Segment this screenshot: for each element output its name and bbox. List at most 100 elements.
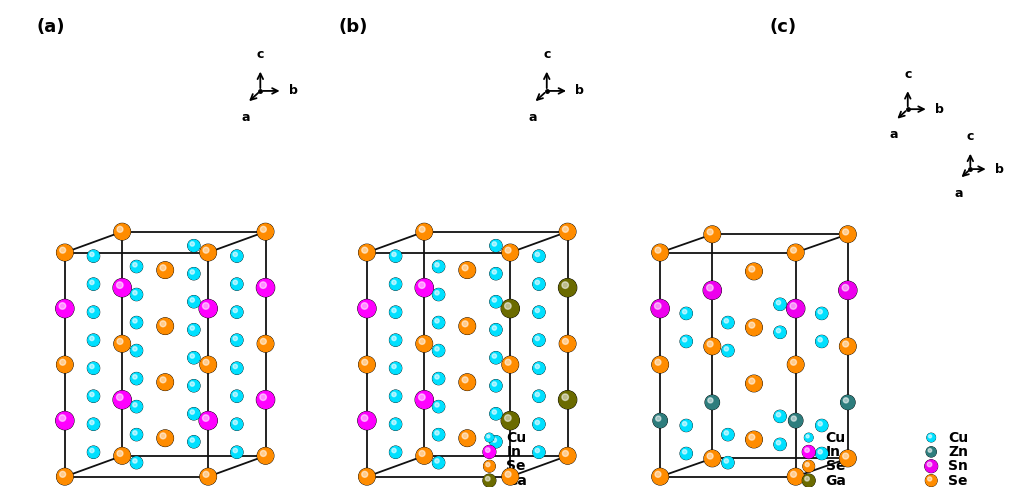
Circle shape bbox=[131, 289, 142, 300]
Circle shape bbox=[502, 300, 519, 317]
Text: a: a bbox=[954, 186, 963, 200]
Text: a: a bbox=[890, 128, 898, 141]
Circle shape bbox=[805, 462, 809, 467]
Circle shape bbox=[432, 344, 444, 357]
Circle shape bbox=[803, 446, 815, 458]
Circle shape bbox=[59, 471, 66, 477]
Circle shape bbox=[462, 377, 468, 383]
Circle shape bbox=[483, 446, 496, 458]
Circle shape bbox=[190, 354, 195, 358]
Circle shape bbox=[88, 307, 99, 318]
Circle shape bbox=[502, 412, 519, 429]
Circle shape bbox=[190, 438, 195, 442]
Circle shape bbox=[560, 224, 575, 240]
Circle shape bbox=[131, 401, 142, 412]
Text: b: b bbox=[289, 85, 298, 97]
Circle shape bbox=[416, 278, 433, 297]
Circle shape bbox=[358, 468, 375, 485]
Circle shape bbox=[534, 419, 545, 430]
Circle shape bbox=[490, 268, 502, 279]
Circle shape bbox=[746, 264, 762, 279]
Circle shape bbox=[489, 380, 502, 392]
Circle shape bbox=[787, 356, 804, 373]
Circle shape bbox=[157, 430, 173, 446]
Circle shape bbox=[791, 303, 797, 309]
Circle shape bbox=[532, 362, 545, 374]
Circle shape bbox=[87, 418, 99, 430]
Circle shape bbox=[776, 301, 780, 305]
Circle shape bbox=[680, 448, 692, 460]
Circle shape bbox=[188, 408, 200, 420]
Circle shape bbox=[558, 278, 577, 297]
Circle shape bbox=[805, 433, 813, 442]
Circle shape bbox=[816, 336, 827, 347]
Circle shape bbox=[843, 341, 849, 347]
Text: Se: Se bbox=[948, 474, 968, 488]
Text: b: b bbox=[935, 103, 944, 116]
Circle shape bbox=[843, 229, 849, 235]
Circle shape bbox=[928, 462, 932, 467]
Circle shape bbox=[390, 278, 401, 290]
Circle shape bbox=[392, 392, 396, 397]
Circle shape bbox=[840, 226, 856, 242]
Circle shape bbox=[844, 398, 849, 403]
Circle shape bbox=[390, 363, 401, 374]
Circle shape bbox=[133, 459, 137, 463]
Circle shape bbox=[260, 226, 266, 232]
Circle shape bbox=[503, 357, 518, 372]
Circle shape bbox=[59, 247, 66, 253]
Circle shape bbox=[532, 306, 545, 318]
Circle shape bbox=[90, 420, 94, 425]
Circle shape bbox=[818, 309, 822, 314]
Circle shape bbox=[416, 223, 432, 240]
Circle shape bbox=[816, 308, 827, 319]
Circle shape bbox=[787, 357, 804, 372]
Circle shape bbox=[200, 412, 217, 429]
Circle shape bbox=[117, 451, 123, 457]
Circle shape bbox=[749, 266, 755, 272]
Circle shape bbox=[361, 471, 368, 477]
Circle shape bbox=[188, 380, 200, 392]
Text: (b): (b) bbox=[338, 18, 368, 36]
Circle shape bbox=[432, 429, 444, 441]
Circle shape bbox=[489, 352, 502, 364]
Circle shape bbox=[432, 400, 444, 413]
Circle shape bbox=[88, 250, 99, 262]
Circle shape bbox=[532, 446, 545, 458]
Text: c: c bbox=[904, 67, 911, 81]
Circle shape bbox=[389, 306, 401, 318]
Circle shape bbox=[56, 412, 74, 429]
Circle shape bbox=[230, 446, 243, 458]
Circle shape bbox=[818, 450, 822, 454]
Circle shape bbox=[190, 410, 195, 414]
Circle shape bbox=[390, 419, 401, 430]
Circle shape bbox=[114, 391, 131, 408]
Circle shape bbox=[230, 334, 243, 346]
Circle shape bbox=[787, 469, 804, 485]
Circle shape bbox=[432, 372, 444, 385]
Circle shape bbox=[705, 338, 720, 354]
Circle shape bbox=[87, 306, 99, 318]
Circle shape bbox=[652, 245, 669, 261]
Circle shape bbox=[114, 278, 131, 297]
Circle shape bbox=[840, 226, 856, 243]
Circle shape bbox=[57, 245, 73, 260]
Circle shape bbox=[117, 226, 123, 232]
Circle shape bbox=[392, 364, 396, 369]
Circle shape bbox=[389, 390, 401, 402]
Circle shape bbox=[805, 448, 809, 452]
Circle shape bbox=[435, 375, 439, 379]
Circle shape bbox=[724, 430, 728, 435]
Circle shape bbox=[503, 469, 518, 485]
Circle shape bbox=[816, 336, 827, 347]
Text: Se: Se bbox=[825, 459, 845, 473]
Circle shape bbox=[115, 448, 130, 463]
Circle shape bbox=[231, 307, 243, 318]
Text: c: c bbox=[967, 130, 974, 143]
Circle shape bbox=[133, 403, 137, 407]
Circle shape bbox=[233, 392, 238, 397]
Circle shape bbox=[534, 278, 545, 290]
Circle shape bbox=[59, 359, 66, 365]
Circle shape bbox=[490, 324, 502, 336]
Circle shape bbox=[925, 460, 938, 472]
